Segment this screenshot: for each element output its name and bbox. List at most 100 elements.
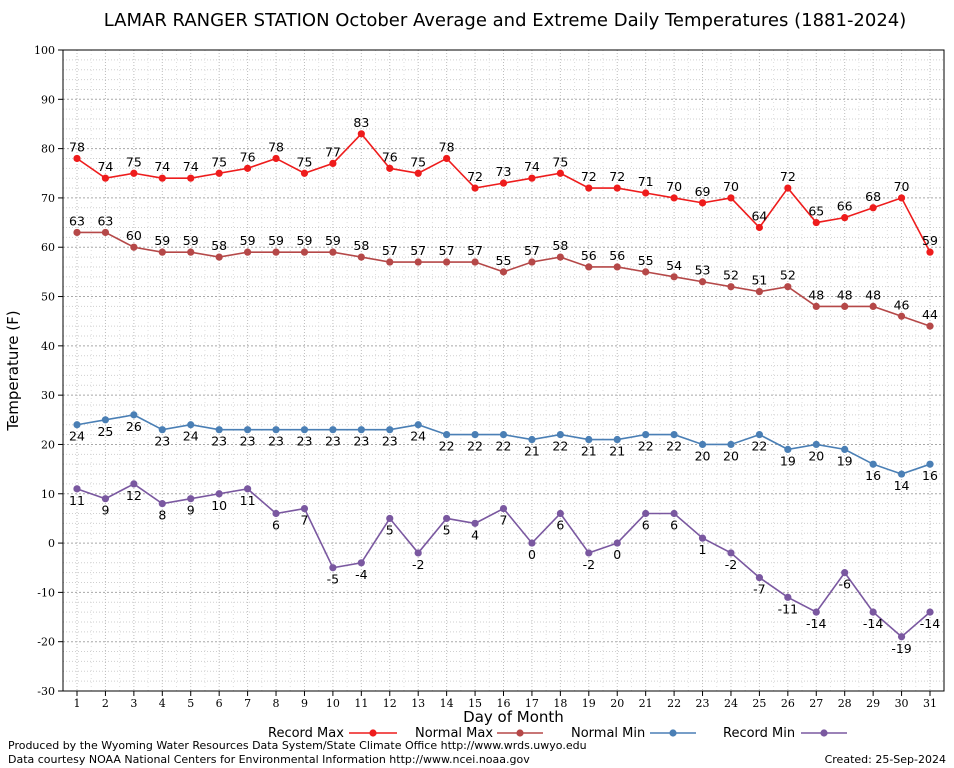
- data-point: [187, 421, 195, 429]
- data-label: 22: [666, 439, 682, 454]
- data-point: [812, 218, 820, 227]
- data-point: [158, 500, 166, 508]
- y-tick-label: -30: [37, 685, 55, 698]
- data-point: [499, 179, 508, 187]
- x-tick-label: 31: [923, 697, 937, 710]
- data-point: [386, 164, 394, 172]
- data-point: [272, 509, 280, 518]
- grid: [63, 49, 944, 692]
- data-point: [215, 490, 223, 498]
- data-point: [784, 445, 792, 453]
- data-label: 6: [642, 517, 650, 532]
- data-point: [443, 431, 451, 439]
- y-tick-label: 60: [41, 241, 55, 254]
- data-label: 6: [556, 517, 564, 532]
- data-label: 58: [552, 238, 568, 253]
- data-label: -14: [806, 616, 826, 631]
- data-label: -5: [327, 572, 339, 587]
- data-label: -7: [753, 582, 765, 597]
- data-label: -2: [725, 557, 737, 572]
- data-label: 20: [808, 448, 824, 463]
- legend-label: Normal Min: [571, 726, 645, 741]
- data-point: [926, 322, 934, 330]
- data-point: [158, 174, 166, 182]
- legend-label: Record Max: [268, 726, 344, 741]
- data-point: [528, 258, 536, 266]
- data-label: 14: [894, 478, 910, 493]
- data-point: [642, 431, 650, 439]
- data-label: 65: [808, 204, 824, 219]
- data-label: 22: [638, 439, 654, 454]
- x-tick-label: 19: [582, 697, 596, 710]
- legend: Record Max Normal Max Normal Min Record Min: [268, 726, 847, 741]
- data-label: 55: [638, 253, 654, 268]
- data-label: 74: [154, 159, 170, 174]
- y-tick-label: 90: [41, 93, 55, 106]
- data-label: 21: [609, 444, 625, 459]
- series-normal-min: 24 25 26 23 24 23 23 23 23 23 23 23 24 22 22 22 21 22 21 21…: [69, 411, 938, 493]
- x-tick-label: 9: [301, 697, 308, 710]
- data-point: [897, 633, 906, 641]
- data-label: 11: [69, 493, 85, 508]
- data-label: 6: [272, 517, 280, 532]
- data-label: 75: [297, 154, 313, 169]
- data-label: 24: [69, 429, 85, 444]
- legend-item: Record Max: [268, 726, 397, 741]
- data-label: -6: [838, 577, 851, 592]
- data-point: [244, 485, 252, 493]
- x-axis-title: Day of Month: [463, 708, 564, 726]
- data-label: 23: [154, 434, 170, 449]
- data-label: 23: [297, 434, 313, 449]
- data-point: [642, 189, 650, 197]
- x-tick-label: 29: [866, 697, 880, 710]
- data-label: 23: [353, 434, 369, 449]
- data-point: [471, 184, 479, 192]
- data-label: 52: [723, 268, 739, 283]
- data-point: [869, 608, 877, 616]
- data-point: [869, 302, 877, 310]
- data-point: [755, 288, 764, 296]
- data-point: [130, 411, 138, 419]
- data-point: [585, 549, 593, 557]
- data-label: 51: [751, 273, 767, 288]
- data-label: 22: [751, 439, 767, 454]
- data-label: 83: [353, 115, 369, 130]
- data-point: [613, 263, 621, 271]
- data-point: [670, 194, 678, 202]
- data-label: 5: [386, 522, 394, 537]
- data-label: 76: [240, 149, 256, 164]
- data-label: 20: [723, 448, 739, 463]
- y-tick-label: 10: [41, 488, 55, 501]
- data-label: 53: [695, 263, 711, 278]
- series-normal-max: 63 63 60 59 59 58 59 59 59 59 58 57 57 57 57 55 57 58 56 56…: [69, 213, 938, 330]
- data-point: [414, 258, 422, 266]
- data-point: [73, 485, 81, 493]
- x-tick-label: 30: [895, 697, 909, 710]
- data-point: [642, 509, 650, 518]
- data-point: [101, 174, 110, 182]
- data-label: 23: [382, 434, 398, 449]
- data-label: 59: [183, 233, 199, 248]
- legend-item: Normal Max: [415, 726, 543, 741]
- data-point: [499, 504, 508, 513]
- data-point: [528, 435, 536, 444]
- data-label: 6: [670, 517, 678, 532]
- data-label: 78: [439, 139, 455, 154]
- data-point: [73, 421, 81, 429]
- data-point: [471, 258, 479, 266]
- data-point: [926, 460, 934, 468]
- y-axis-title: Temperature (F): [4, 310, 22, 431]
- data-point: [158, 248, 166, 256]
- footer-created: Created: 25-Sep-2024: [825, 753, 946, 766]
- x-tick-label: 5: [187, 697, 194, 710]
- data-label: 64: [751, 209, 767, 224]
- x-tick-label: 21: [639, 697, 653, 710]
- data-label: -2: [583, 557, 595, 572]
- legend-marker: [820, 729, 828, 737]
- data-label: 72: [609, 169, 625, 184]
- data-label: 76: [382, 149, 398, 164]
- data-label: 22: [496, 439, 512, 454]
- data-label: 22: [552, 439, 568, 454]
- data-label: 68: [865, 189, 881, 204]
